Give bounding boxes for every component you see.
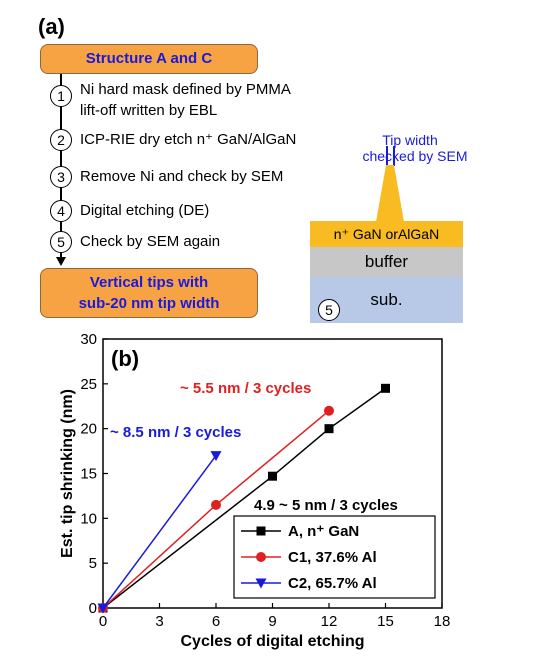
- series-2-point: [97, 603, 109, 614]
- annotation-c1-rate: ~ 5.5 nm / 3 cycles: [180, 380, 311, 397]
- flow-arrow-icon: [56, 257, 66, 266]
- legend-label: C1, 37.6% Al: [288, 549, 377, 566]
- legend-label: C2, 65.7% Al: [288, 575, 377, 592]
- step-3-number: 3: [50, 166, 72, 188]
- result-banner: Vertical tips with sub-20 nm tip width: [40, 268, 258, 318]
- diagram-step-marker: 5: [318, 299, 340, 321]
- step-1-text-line-1: Ni hard mask defined by PMMA: [80, 81, 291, 98]
- step-4-number: 4: [50, 200, 72, 222]
- step-4-text: Digital etching (DE): [80, 202, 210, 219]
- tip-width-label-line-2: checked by SEM: [362, 148, 468, 164]
- legend-marker: [255, 578, 267, 589]
- legend-label: A, n⁺ GaN: [288, 523, 359, 540]
- tip-width-label: Tip width checked by SEM: [350, 132, 480, 164]
- panel-b-label: (b): [111, 346, 139, 371]
- step-1-text-line-2: lift-off written by EBL: [80, 102, 218, 119]
- y-tick-label: 10: [80, 510, 97, 527]
- tip-width-marker-right: [393, 146, 395, 166]
- x-tick-label: 12: [321, 613, 338, 630]
- step-5-number: 5: [50, 231, 72, 253]
- series-0-point: [381, 383, 390, 393]
- y-tick-label: 30: [80, 331, 97, 348]
- step-2-text: ICP-RIE dry etch n⁺ GaN/AlGaN: [80, 131, 297, 148]
- result-banner-line-1: Vertical tips with: [89, 274, 209, 291]
- y-tick-label: 25: [80, 376, 97, 393]
- step-1-number: 1: [50, 85, 72, 107]
- tip-width-marker-left: [386, 146, 388, 166]
- result-banner-line-2: sub-20 nm tip width: [78, 295, 220, 312]
- x-tick-label: 9: [268, 613, 276, 630]
- tip-shrinking-chart: 0 3 6 9 12 15 18 0 5 10 15 20 25 30 (b) ~ 5.5 nm / 3 …: [59, 331, 451, 650]
- step-3-text: Remove Ni and check by SEM: [80, 168, 284, 185]
- legend-marker: [256, 552, 266, 562]
- y-tick-label: 20: [80, 421, 97, 438]
- series-0-point: [268, 471, 277, 481]
- series-2-point: [210, 451, 222, 462]
- layer-buffer: buffer: [310, 247, 463, 277]
- step-5-text: Check by SEM again: [80, 233, 221, 250]
- device-diagram: [376, 165, 404, 222]
- y-tick-label: 0: [89, 600, 97, 617]
- legend-marker: [256, 526, 266, 536]
- x-tick-label: 3: [155, 613, 163, 630]
- series-1-point: [211, 499, 221, 510]
- series-2-line: [102, 455, 217, 609]
- x-tick-label: 15: [377, 613, 394, 630]
- series-1-point: [324, 405, 334, 416]
- annotation-c2-rate: ~ 8.5 nm / 3 cycles: [110, 424, 241, 441]
- step-2-number: 2: [50, 129, 72, 151]
- x-tick-label: 0: [99, 613, 107, 630]
- panel-a-label: (a): [38, 14, 65, 39]
- etched-tip: [376, 165, 404, 222]
- legend: A, n⁺ GaN C1, 37.6% Al C2, 65.7% Al: [233, 515, 436, 599]
- y-tick-label: 15: [80, 466, 97, 483]
- y-tick-label: 5: [89, 555, 97, 572]
- x-axis-label: Cycles of digital etching: [180, 633, 364, 650]
- series-0-point: [324, 424, 334, 434]
- x-tick-label: 18: [434, 613, 451, 630]
- series-0-line: [102, 387, 386, 609]
- tip-width-label-line-1: Tip width: [382, 132, 438, 148]
- y-axis-label: Est. tip shrinking (nm): [59, 389, 76, 558]
- annotation-a-rate: 4.9 ~ 5 nm / 3 cycles: [254, 497, 398, 514]
- x-tick-label: 6: [212, 613, 220, 630]
- structure-banner: Structure A and C: [40, 44, 258, 74]
- layer-n-gan: n⁺ GaN orAlGaN: [310, 221, 463, 247]
